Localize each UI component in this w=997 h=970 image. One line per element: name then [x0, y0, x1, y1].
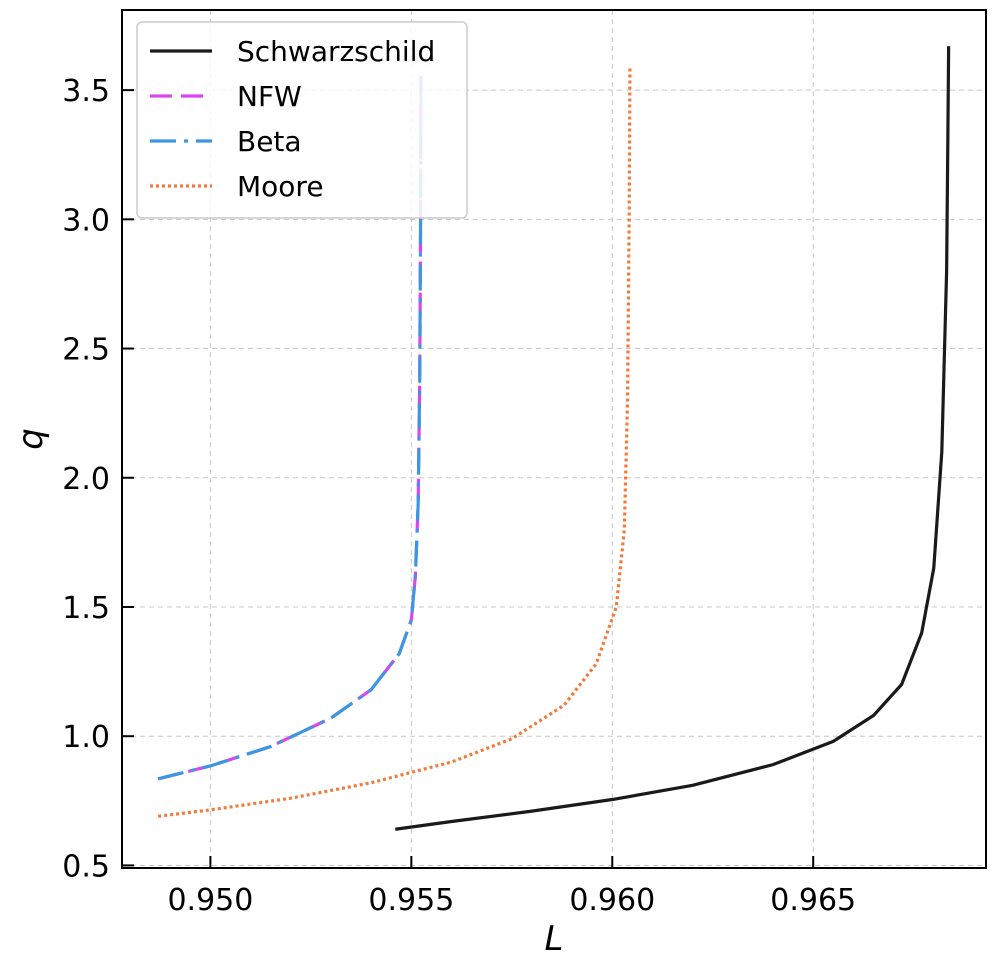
- ticks: [122, 89, 815, 868]
- series-line-schwarzschild: [395, 46, 951, 831]
- series-line-beta: [157, 72, 423, 781]
- legend: Schwarzschild NFW Beta Moore: [136, 21, 468, 219]
- x-tick-label: 0.965: [770, 883, 856, 918]
- y-tick-label: 1.5: [62, 591, 110, 626]
- x-axis-label: L: [545, 919, 564, 959]
- y-tick-label: 1.0: [62, 720, 110, 755]
- y-tick-label: 3.0: [62, 203, 110, 238]
- legend-label-beta: Beta: [237, 125, 302, 158]
- y-tick-label: 2.0: [62, 462, 110, 497]
- plot-frame: [121, 9, 987, 869]
- y-tick-label: 2.5: [62, 333, 110, 368]
- y-tick-label: 0.5: [62, 849, 110, 884]
- tick-labels: 0.950 0.955 0.960 0.965 0.5 1.0 1.5 2.0 2.5 3.0 3.…: [62, 74, 856, 918]
- x-tick-label: 0.960: [569, 883, 655, 918]
- legend-label-nfw: NFW: [237, 80, 302, 113]
- y-tick-label: 3.5: [62, 74, 110, 109]
- y-axis-label: q: [11, 428, 51, 450]
- series-line-moore: [157, 66, 632, 818]
- x-tick-label: 0.955: [368, 883, 454, 918]
- series-layer: [157, 46, 951, 831]
- legend-label-schwarzschild: Schwarzschild: [237, 35, 435, 68]
- x-tick-label: 0.950: [167, 883, 253, 918]
- legend-box: [136, 21, 468, 219]
- legend-label-moore: Moore: [237, 170, 324, 203]
